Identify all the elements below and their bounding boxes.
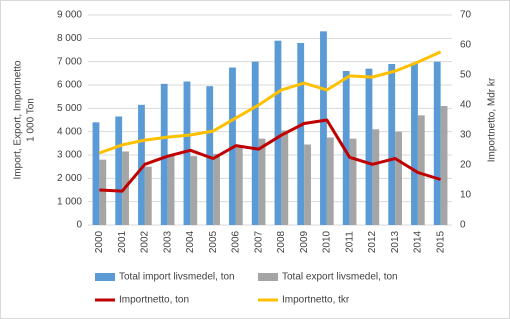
bar (251, 61, 259, 225)
y-tick-label: 6 000 (57, 80, 82, 91)
y2-tick-label: 60 (460, 40, 472, 51)
y2-tick-label: 0 (460, 220, 466, 231)
y2-axis-title: Importnetto, Mdr kr (487, 77, 498, 162)
bar (160, 83, 168, 225)
bar (167, 155, 175, 225)
bar (411, 62, 418, 226)
legend-label: Total export livsmedel, ton (282, 272, 398, 283)
bar (388, 64, 396, 225)
y-tick-label: 2 000 (57, 173, 82, 184)
bar (417, 115, 425, 225)
x-tick-label: 2001 (117, 230, 128, 253)
bar (92, 122, 100, 225)
bar (206, 86, 214, 226)
line (98, 50, 442, 155)
x-tick-label: 2003 (162, 230, 173, 253)
legend-label: Importnetto, ton (119, 295, 189, 306)
bar (342, 71, 350, 225)
x-tick-label: 2009 (299, 230, 310, 253)
x-tick-label: 2008 (276, 230, 287, 253)
legend-swatch (95, 273, 115, 281)
legend-label: Importnetto, tkr (282, 295, 350, 306)
bar (297, 43, 305, 225)
bar (304, 144, 311, 225)
x-tick-label: 2012 (367, 230, 378, 253)
y-tick-label: 4 000 (57, 126, 82, 137)
y2-tick-label: 70 (460, 10, 472, 21)
bar (433, 61, 441, 225)
bar (372, 129, 380, 225)
x-tick-label: 2005 (208, 230, 219, 253)
x-tick-label: 2004 (185, 230, 196, 253)
y2-tick-label: 40 (460, 100, 472, 111)
legend-swatch (258, 273, 278, 281)
bar (190, 156, 198, 225)
y2-tick-label: 30 (460, 130, 472, 141)
x-tick-label: 2015 (435, 230, 446, 253)
x-tick-label: 2006 (231, 230, 242, 253)
legend-label: Total import livsmedel, ton (119, 272, 235, 283)
y-tick-label: 9 000 (57, 10, 82, 21)
bar (144, 166, 152, 225)
y-tick-label: 5 000 (57, 103, 82, 114)
x-tick-label: 2013 (390, 230, 401, 253)
y-tick-label: 0 (76, 220, 82, 231)
x-tick-label: 2014 (413, 230, 424, 253)
y2-tick-label: 20 (460, 160, 472, 171)
y-axis-title: 1 000 Ton (26, 98, 37, 142)
bar (138, 104, 145, 225)
x-tick-label: 2000 (94, 230, 105, 253)
x-tick-label: 2011 (344, 231, 355, 253)
bar (274, 40, 282, 225)
bar (115, 116, 123, 225)
y2-tick-label: 50 (460, 70, 472, 81)
y-tick-label: 3 000 (57, 150, 82, 161)
y-tick-label: 7 000 (57, 56, 82, 67)
bar (258, 138, 266, 225)
y2-tick-label: 10 (460, 190, 472, 201)
bar (99, 159, 107, 225)
bar (320, 31, 327, 226)
bar (213, 153, 220, 225)
x-tick-label: 2007 (253, 230, 264, 253)
line (99, 118, 442, 193)
y-tick-label: 1 000 (57, 196, 82, 207)
bar (326, 137, 334, 225)
x-tick-label: 2002 (140, 230, 151, 253)
bar (395, 131, 402, 225)
bar (365, 68, 373, 226)
bar (281, 130, 289, 225)
bar (440, 106, 448, 225)
bar (235, 146, 243, 225)
x-tick-label: 2010 (322, 230, 333, 253)
bar (183, 81, 191, 225)
bar (349, 138, 357, 225)
y-axis-title: Import, Export, Importnetto (13, 60, 24, 179)
y-tick-label: 8 000 (57, 33, 82, 44)
